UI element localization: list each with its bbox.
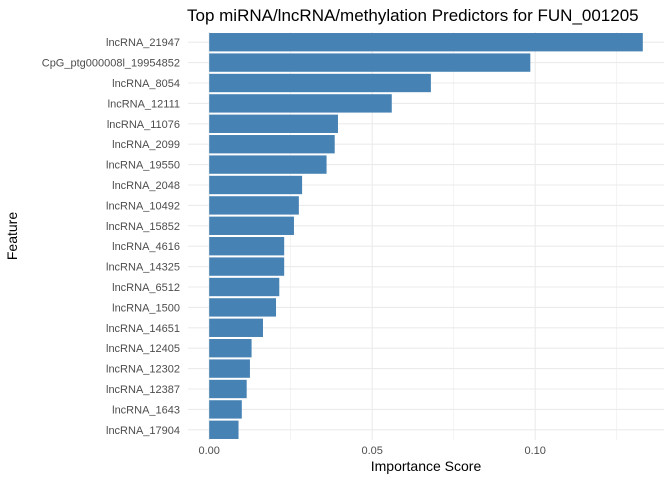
bar — [209, 196, 299, 215]
y-tick-label: lncRNA_2099 — [112, 139, 180, 151]
bar — [209, 298, 277, 317]
bar — [209, 318, 263, 337]
y-tick-label: lncRNA_1500 — [112, 302, 180, 314]
bar — [209, 94, 392, 113]
bar — [209, 53, 531, 72]
y-tick-label: lncRNA_14325 — [106, 262, 180, 274]
x-axis-title: Importance Score — [371, 458, 482, 474]
y-tick-label: lncRNA_4616 — [112, 241, 180, 253]
y-tick-label: lncRNA_8054 — [112, 78, 180, 90]
bar — [209, 379, 247, 399]
bar — [209, 216, 294, 235]
bar — [209, 257, 285, 276]
bar — [209, 155, 327, 174]
x-tick-label: 0.10 — [525, 445, 546, 457]
y-tick-label: lncRNA_1643 — [112, 404, 180, 416]
bar — [209, 175, 303, 195]
y-tick-label: lncRNA_11076 — [107, 119, 180, 131]
y-tick-label: CpG_ptg000008l_19954852 — [42, 58, 180, 70]
y-tick-label: lncRNA_12302 — [106, 364, 180, 376]
bar — [209, 277, 280, 297]
y-tick-label: lncRNA_14651 — [106, 323, 180, 335]
y-tick-label: lncRNA_10492 — [106, 200, 180, 212]
y-tick-label: lncRNA_17904 — [106, 425, 180, 437]
y-tick-label: lncRNA_6512 — [112, 282, 180, 294]
bar-layer — [209, 33, 643, 439]
y-tick-label: lncRNA_12387 — [106, 384, 180, 396]
y-tick-label: lncRNA_2048 — [112, 180, 180, 192]
bar — [209, 135, 335, 154]
y-tick-label: lncRNA_12111 — [108, 98, 180, 110]
bar — [209, 237, 285, 256]
chart-title: Top miRNA/lncRNA/methylation Predictors … — [187, 6, 639, 25]
x-tick-labels: 0.00 0.05 0.10 — [198, 445, 545, 457]
bar — [209, 33, 643, 52]
y-axis-title: Feature — [4, 212, 20, 260]
bar — [209, 339, 252, 358]
x-tick-label: 0.00 — [198, 445, 219, 457]
grid-layer — [188, 32, 664, 440]
y-tick-label: lncRNA_19550 — [106, 160, 180, 172]
bar — [209, 114, 338, 133]
y-tick-label: lncRNA_12405 — [106, 343, 180, 355]
bar — [209, 420, 239, 439]
x-tick-label: 0.05 — [361, 445, 382, 457]
bar — [209, 73, 431, 93]
bar — [209, 359, 250, 378]
y-tick-label: lncRNA_21947 — [106, 37, 180, 49]
bar — [209, 400, 242, 419]
y-tick-label: lncRNA_15852 — [106, 221, 180, 233]
y-tick-labels: lncRNA_21947 CpG_ptg000008l_19954852 lncRN… — [42, 37, 180, 437]
